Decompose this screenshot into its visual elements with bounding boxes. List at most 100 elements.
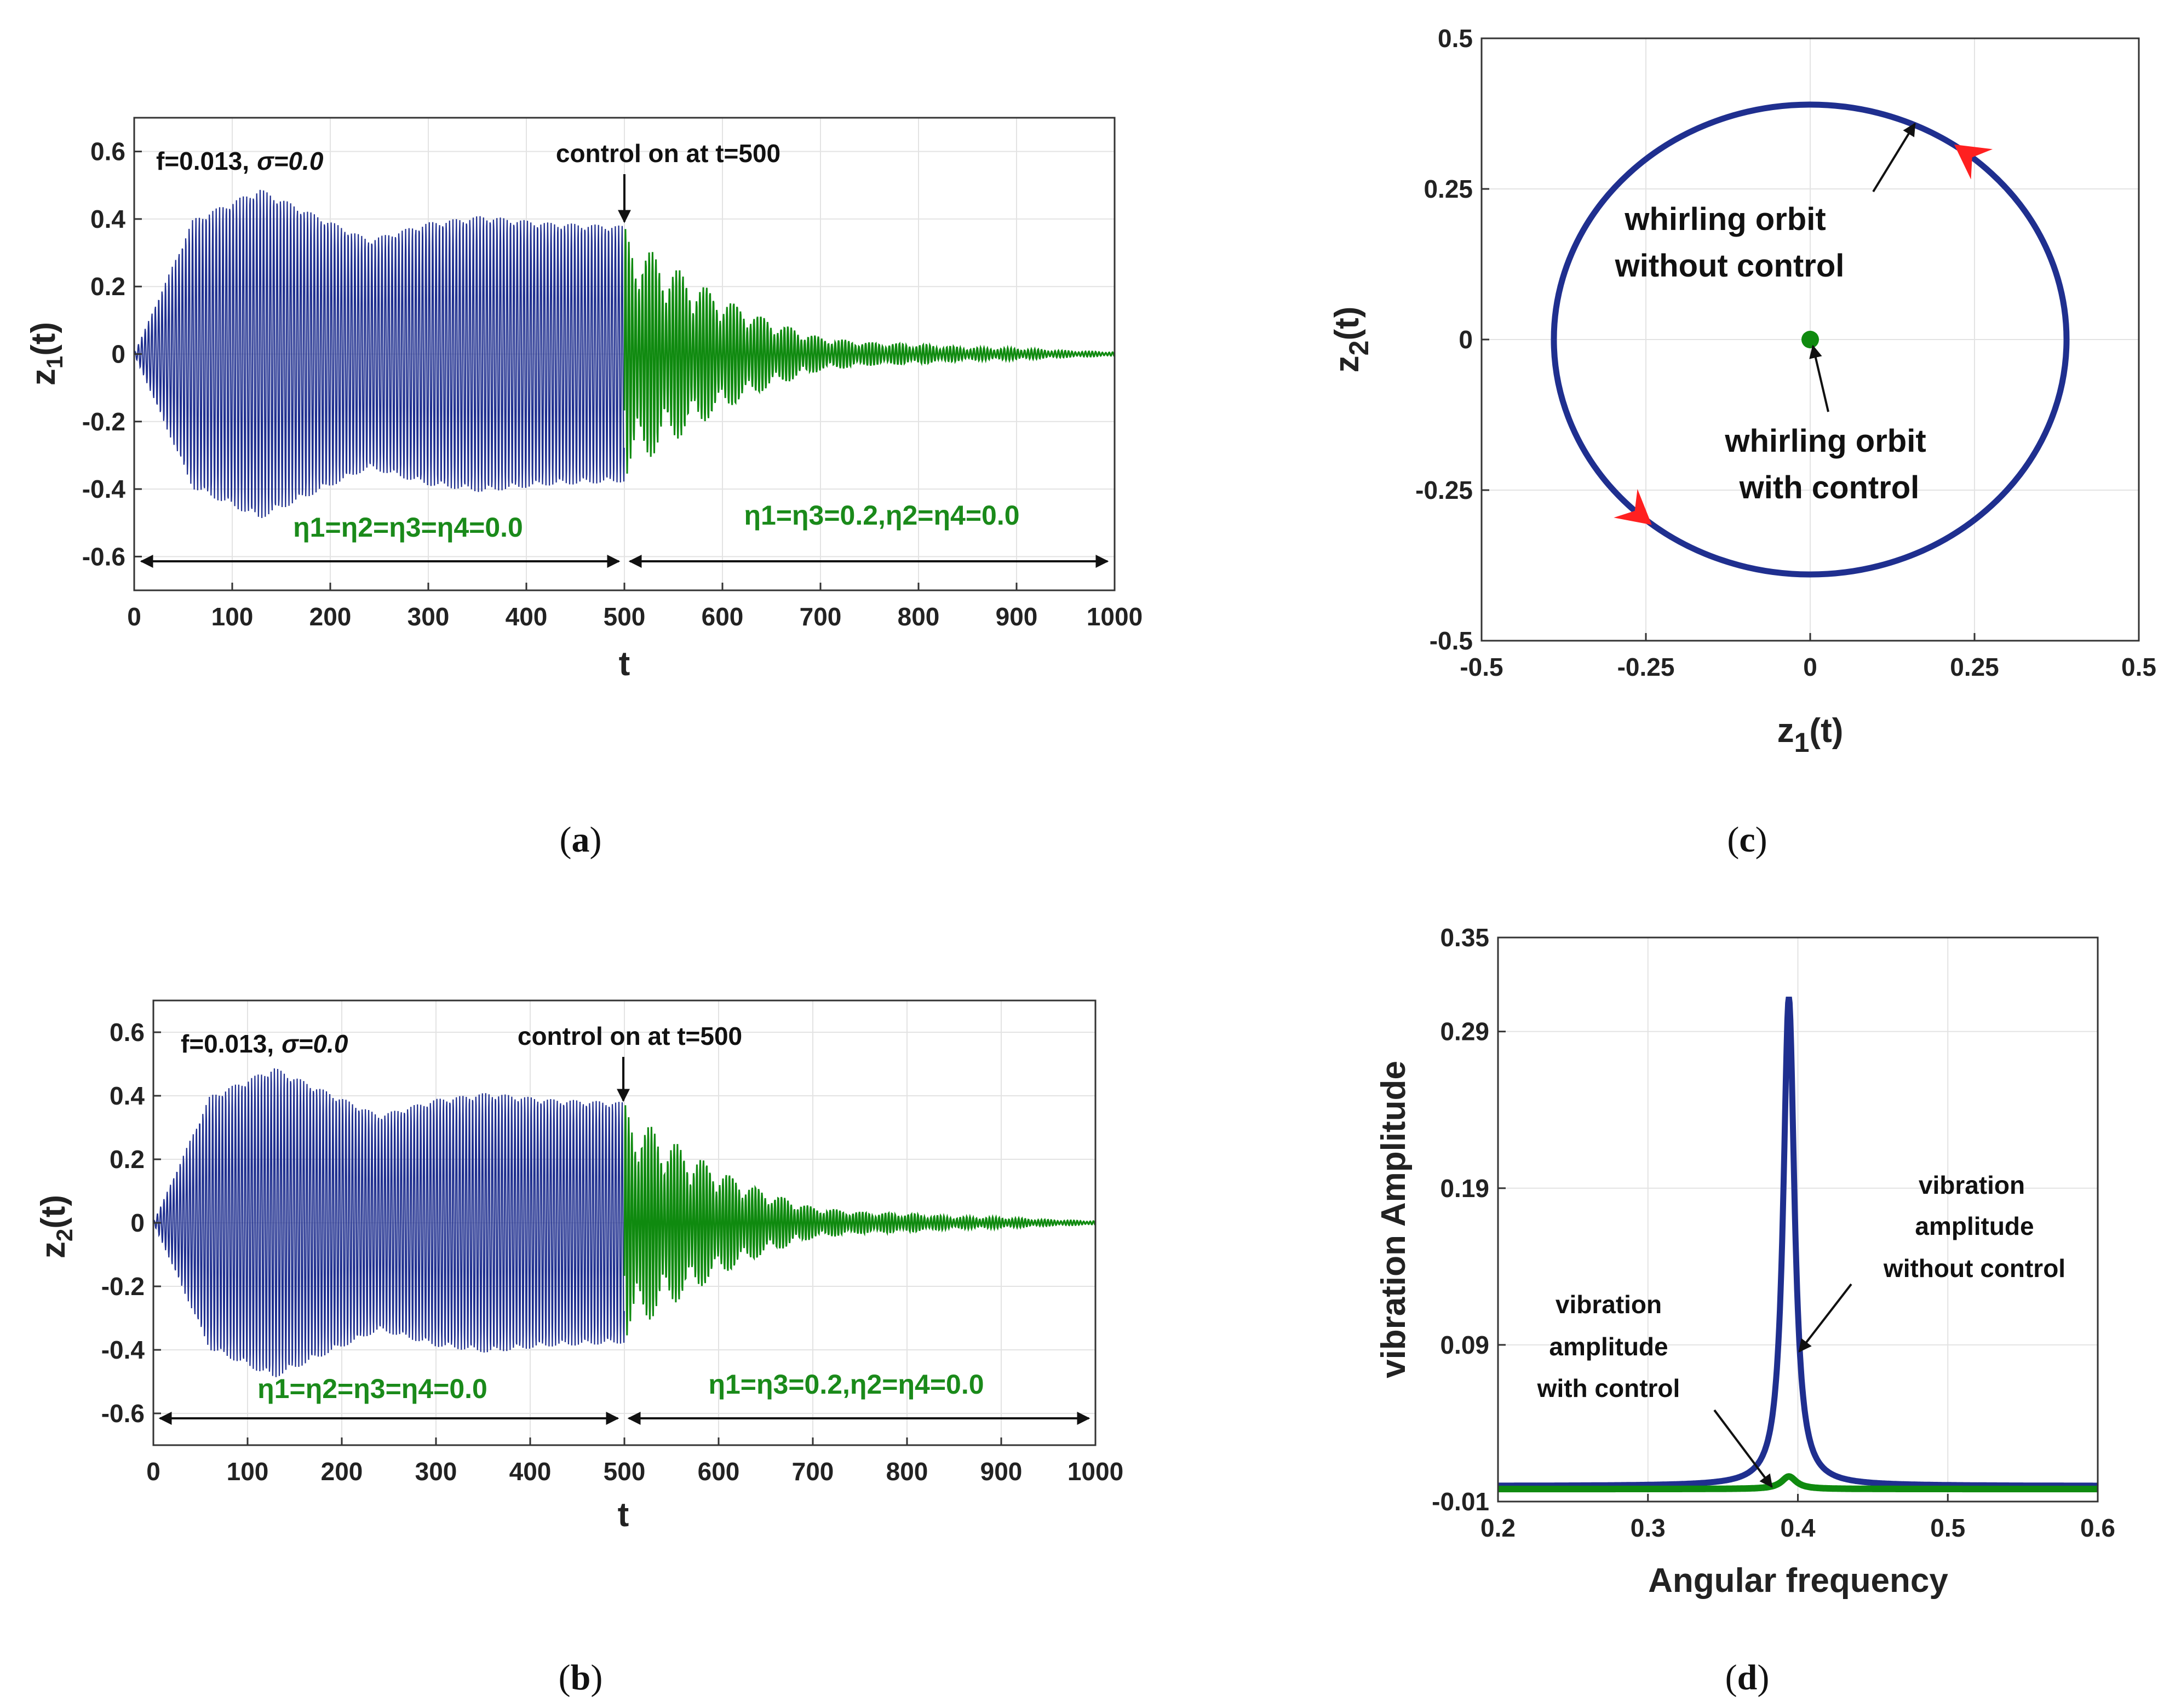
a-y-tick-label: 0.2	[90, 272, 125, 301]
d-y-tick-label: 0.29	[1440, 1017, 1489, 1046]
c-y-tick-label: 0.25	[1424, 175, 1473, 203]
panel-b: 0 100 200 300 400 500 600 700 800 900 1000 0.60.40…	[35, 999, 1123, 1698]
panel-d-frame	[1497, 936, 2099, 1503]
panel-b-caption: (b)	[559, 1658, 603, 1698]
panel-b-eta-before: η1=η2=η3=η4=0.0	[257, 1373, 487, 1404]
a-y-tick-label: -0.4	[82, 475, 126, 503]
panel-d-caption: (d)	[1725, 1658, 1770, 1698]
panel-b-x-ticks: 0 100 200 300 400 500 600 700 800 900 1000	[146, 1437, 1123, 1486]
a-x-tick-label: 600	[702, 602, 744, 631]
panel-b-frame	[152, 999, 1097, 1446]
panel-b-params-label: f=0.013, σ=0.0	[181, 1030, 348, 1058]
a-x-tick-label: 1000	[1087, 602, 1143, 631]
panel-d-y-label: vibration Amplitude	[1375, 1061, 1413, 1378]
panel-c-y-label: z2(t)	[1328, 307, 1374, 373]
panel-a-eta-before: η1=η2=η3=η4=0.0	[293, 512, 523, 543]
a-x-tick-label: 700	[800, 602, 842, 631]
b-x-tick-label: 500	[604, 1457, 646, 1486]
panel-d-arrow-with	[1713, 1409, 1773, 1488]
c-y-tick-label: -0.5	[1430, 626, 1473, 655]
panel-c-label-without-1: whirling orbit	[1624, 202, 1826, 237]
d-series-with-control	[1498, 1473, 2098, 1493]
panel-a-eta-after: η1=η3=0.2,η2=η4=0.0	[744, 500, 1019, 531]
b-x-tick-label: 400	[509, 1457, 552, 1486]
panel-d-label-with-3: with control	[1537, 1374, 1680, 1402]
panel-a-x-label: t	[619, 645, 630, 683]
a-y-tick-label: 0	[111, 340, 125, 369]
panel-d-series	[1498, 996, 2098, 1493]
b-y-tick-label: 0.2	[110, 1145, 145, 1174]
panel-a: 0 100 200 300 400 500 600 700 800 900 1000 0.60.40…	[25, 117, 1143, 860]
a-x-tick-label: 800	[898, 602, 940, 631]
c-y-tick-label: 0	[1459, 325, 1473, 354]
c-orbit-without-control	[1551, 101, 2070, 578]
b-y-tick-label: 0.6	[110, 1018, 145, 1046]
c-x-tick-label: 0.5	[2121, 653, 2156, 681]
b-y-tick-label: -0.6	[101, 1399, 145, 1428]
panel-d-label-with-2: amplitude	[1549, 1332, 1668, 1361]
d-y-tick-label: 0.19	[1440, 1174, 1489, 1203]
c-direction-arrow	[1954, 144, 1993, 180]
a-x-tick-label: 0	[127, 602, 141, 631]
a-x-tick-label: 400	[506, 602, 548, 631]
d-x-tick-label: 0.2	[1480, 1514, 1516, 1542]
a-x-tick-label: 900	[996, 602, 1038, 631]
panel-d-label-with-1: vibration	[1556, 1290, 1662, 1319]
b-x-tick-label: 600	[698, 1457, 740, 1486]
d-x-tick-label: 0.6	[2080, 1514, 2115, 1542]
c-x-tick-label: -0.5	[1460, 653, 1503, 681]
panel-b-x-label: t	[618, 1496, 629, 1534]
panel-c-caption: (c)	[1727, 820, 1767, 860]
a-x-tick-label: 500	[604, 602, 646, 631]
panel-d: 0.2 0.3 0.4 0.5 0.6 0.35 0.29 0.19 0.09 -0.01 An…	[1375, 923, 2115, 1698]
panel-a-control-label: control on at t=500	[556, 139, 780, 168]
a-x-tick-label: 200	[309, 602, 352, 631]
b-series-with-control	[623, 1105, 1096, 1336]
a-y-tick-label: -0.2	[82, 407, 125, 436]
panel-d-x-label: Angular frequency	[1648, 1562, 1948, 1600]
a-y-tick-label: 0.4	[90, 205, 125, 233]
b-x-tick-label: 900	[980, 1457, 1023, 1486]
panel-d-label-without-1: vibration	[1919, 1171, 2025, 1199]
c-y-tick-label: -0.25	[1415, 476, 1473, 504]
c-x-tick-label: -0.25	[1617, 653, 1675, 681]
panel-c-arrow-with	[1809, 344, 1829, 412]
d-y-tick-label: 0.35	[1440, 923, 1489, 952]
panel-d-label-without-3: without control	[1883, 1254, 2065, 1283]
panel-a-params-label: f=0.013, σ=0.0	[156, 147, 324, 175]
b-x-tick-label: 800	[886, 1457, 928, 1486]
panel-b-y-ticks: 0.6 0.4 0.2 0 -0.2 -0.4 -0.6	[101, 1018, 161, 1428]
b-x-tick-label: 0	[146, 1457, 160, 1486]
panel-d-arrow-without	[1798, 1283, 1852, 1353]
panel-c-frame	[1480, 37, 2140, 642]
a-y-tick-label: 0.6	[90, 137, 125, 166]
d-x-tick-label: 0.4	[1781, 1514, 1816, 1542]
b-series-without-control	[153, 1068, 625, 1377]
c-x-tick-label: 0	[1803, 653, 1817, 681]
panel-a-frame	[133, 117, 1116, 591]
panel-b-control-label: control on at t=500	[518, 1022, 742, 1050]
c-x-tick-label: 0.25	[1950, 653, 1999, 681]
b-x-tick-label: 100	[227, 1457, 269, 1486]
b-x-tick-label: 200	[321, 1457, 363, 1486]
panel-c-arrow-without	[1872, 122, 1916, 193]
c-y-tick-label: 0.5	[1438, 24, 1473, 53]
b-y-tick-label: -0.4	[101, 1336, 145, 1364]
a-series-without-control	[134, 189, 625, 519]
a-y-tick-label: -0.6	[82, 542, 125, 571]
panel-a-series	[134, 189, 1115, 519]
b-y-tick-label: -0.2	[101, 1272, 145, 1301]
a-series-with-control	[623, 229, 1115, 474]
panel-a-x-ticks: 0 100 200 300 400 500 600 700 800 900 1000	[127, 583, 1143, 631]
panel-c-series	[1551, 101, 2070, 578]
panel-c-y-ticks: 0.5 0.25 0 -0.25 -0.5	[1415, 24, 1489, 655]
panel-d-label-without-2: amplitude	[1915, 1212, 2034, 1240]
panel-c-label-without-2: without control	[1615, 248, 1845, 284]
panel-a-y-ticks: 0.6 0.4 0.2 0 -0.2 -0.4 -0.6	[82, 137, 142, 571]
d-x-tick-label: 0.5	[1930, 1514, 1965, 1542]
b-x-tick-label: 1000	[1067, 1457, 1123, 1486]
b-x-tick-label: 700	[792, 1457, 834, 1486]
a-x-tick-label: 100	[211, 602, 254, 631]
c-orbit-with-control	[1801, 331, 1819, 348]
